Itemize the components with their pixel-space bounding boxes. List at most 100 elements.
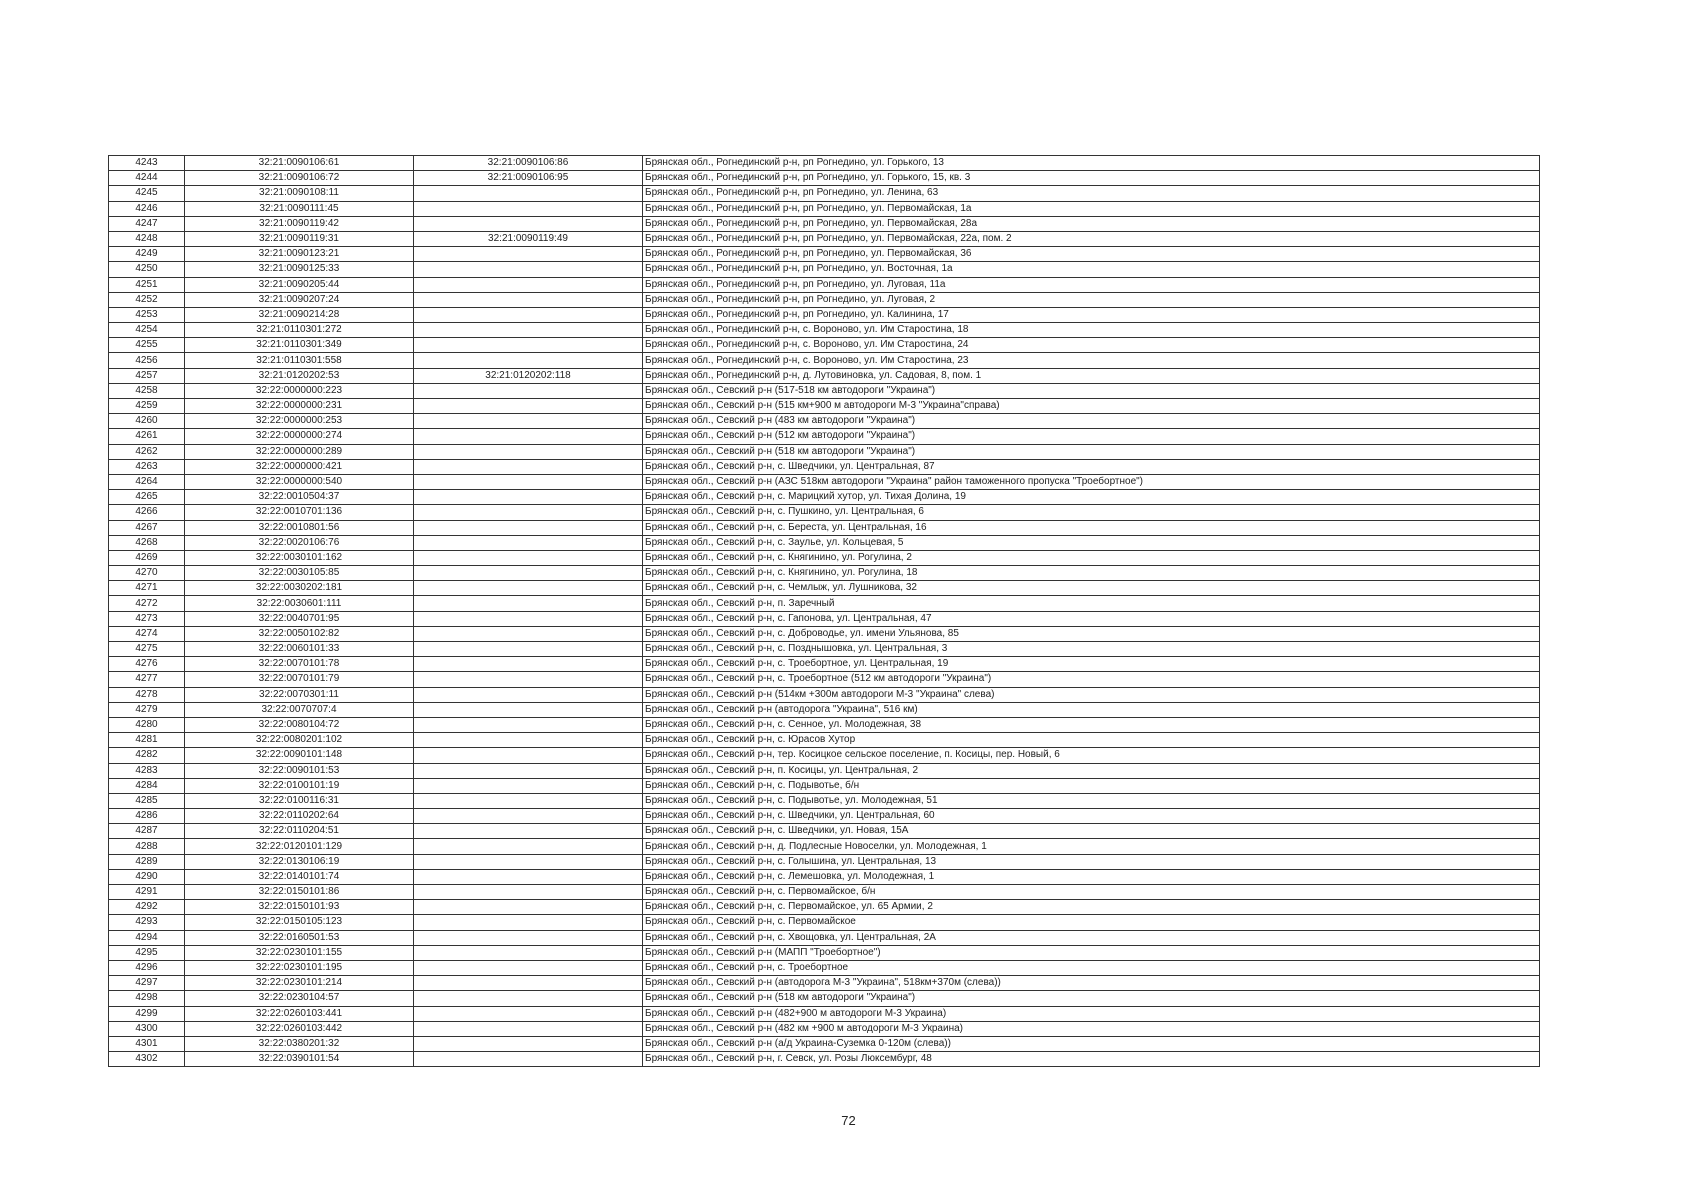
table-row: 4289 32:22:0130106:19 Брянская обл., Севск… [108, 853, 1540, 870]
cadastral-number-cell: 32:22:0230101:214 [184, 975, 414, 992]
related-cadastral-number-cell [413, 625, 643, 643]
cadastral-number-cell: 32:22:0260103:442 [184, 1020, 414, 1037]
row-number-cell: 4300 [108, 1020, 185, 1037]
row-number-cell: 4289 [108, 853, 185, 870]
row-number-cell: 4249 [108, 246, 185, 263]
related-cadastral-number-cell [413, 352, 643, 369]
row-number-cell: 4260 [108, 413, 185, 430]
table-row: 4288 32:22:0120101:129 Брянская обл., Севс… [108, 838, 1540, 855]
row-number-cell: 4274 [108, 625, 185, 643]
cadastral-number-cell: 32:22:0260103:441 [184, 1005, 414, 1022]
cadastral-number-cell: 32:22:0030202:181 [184, 580, 414, 597]
address-cell: Брянская обл., Севский р-н (512 км автод… [642, 428, 1540, 445]
cadastral-number-cell: 32:21:0090205:44 [184, 276, 414, 293]
related-cadastral-number-cell [413, 1005, 643, 1022]
related-cadastral-number-cell [413, 656, 643, 673]
address-cell: Брянская обл., Севский р-н (а/д Украина-… [642, 1035, 1540, 1053]
table-row: 4250 32:21:0090125:33 Брянская обл., Рогне… [108, 261, 1540, 278]
row-number-cell: 4301 [108, 1035, 185, 1053]
table-row: 4301 32:22:0380201:32 Брянская обл., Севск… [108, 1035, 1540, 1053]
related-cadastral-number-cell [413, 762, 643, 779]
address-cell: Брянская обл., Рогнединский р-н, рп Рогн… [642, 306, 1540, 324]
cadastral-number-cell: 32:21:0110301:272 [184, 322, 414, 339]
table-row: 4264 32:22:0000000:540 Брянская обл., Севс… [108, 473, 1540, 491]
related-cadastral-number-cell [413, 580, 643, 597]
cadastral-number-cell: 32:21:0090111:45 [184, 200, 414, 217]
row-number-cell: 4259 [108, 397, 185, 415]
related-cadastral-number-cell: 32:21:0090119:49 [413, 230, 643, 248]
table-row: 4273 32:22:0040701:95 Брянская обл., Севск… [108, 610, 1540, 627]
related-cadastral-number-cell [413, 959, 643, 977]
table-row: 4249 32:21:0090123:21 Брянская обл., Рогне… [108, 246, 1540, 263]
address-cell: Брянская обл., Рогнединский р-н, рп Рогн… [642, 261, 1540, 278]
related-cadastral-number-cell [413, 185, 643, 202]
row-number-cell: 4257 [108, 367, 185, 384]
related-cadastral-number-cell [413, 899, 643, 916]
table-row: 4257 32:21:0120202:53 32:21:0120202:118 Бря… [108, 367, 1540, 384]
related-cadastral-number-cell [413, 489, 643, 506]
address-cell: Брянская обл., Севский р-н (автодорога М… [642, 975, 1540, 992]
address-cell: Брянская обл., Севский р-н, с. Доброводь… [642, 625, 1540, 643]
table-row: 4283 32:22:0090101:53 Брянская обл., Севск… [108, 762, 1540, 779]
cadastral-number-cell: 32:22:0100101:19 [184, 777, 414, 794]
cadastral-number-cell: 32:21:0090123:21 [184, 246, 414, 263]
table-row: 4256 32:21:0110301:558 Брянская обл., Рогн… [108, 352, 1540, 369]
related-cadastral-number-cell [413, 1035, 643, 1053]
related-cadastral-number-cell [413, 246, 643, 263]
cadastral-number-cell: 32:22:0230101:195 [184, 959, 414, 977]
related-cadastral-number-cell: 32:21:0120202:118 [413, 367, 643, 384]
cadastral-number-cell: 32:22:0150105:123 [184, 914, 414, 931]
cadastral-number-cell: 32:22:0070301:11 [184, 686, 414, 703]
related-cadastral-number-cell [413, 716, 643, 734]
page-number: 72 [841, 1113, 856, 1128]
table-row: 4270 32:22:0030105:85 Брянская обл., Севск… [108, 565, 1540, 582]
row-number-cell: 4243 [108, 154, 185, 172]
cadastral-number-cell: 32:22:0100116:31 [184, 792, 414, 810]
cadastral-number-cell: 32:21:0090207:24 [184, 291, 414, 308]
table-row: 4290 32:22:0140101:74 Брянская обл., Севск… [108, 868, 1540, 886]
cadastral-number-cell: 32:22:0090101:53 [184, 762, 414, 779]
row-number-cell: 4261 [108, 428, 185, 445]
address-cell: Брянская обл., Рогнединский р-н, рп Рогн… [642, 215, 1540, 232]
row-number-cell: 4250 [108, 261, 185, 278]
related-cadastral-number-cell [413, 306, 643, 324]
related-cadastral-number-cell [413, 853, 643, 870]
cadastral-number-cell: 32:21:0090108:11 [184, 185, 414, 202]
cadastral-number-cell: 32:22:0110204:51 [184, 823, 414, 840]
table-row: 4299 32:22:0260103:441 Брянская обл., Севс… [108, 1005, 1540, 1022]
row-number-cell: 4286 [108, 808, 185, 825]
table-row: 4259 32:22:0000000:231 Брянская обл., Севс… [108, 397, 1540, 415]
table-row: 4278 32:22:0070301:11 Брянская обл., Севск… [108, 686, 1540, 703]
related-cadastral-number-cell [413, 519, 643, 536]
table-row: 4293 32:22:0150105:123 Брянская обл., Севс… [108, 914, 1540, 931]
cadastral-number-cell: 32:21:0090214:28 [184, 306, 414, 324]
cadastral-number-cell: 32:22:0030601:111 [184, 595, 414, 612]
cadastral-number-cell: 32:22:0090101:148 [184, 747, 414, 764]
row-number-cell: 4295 [108, 944, 185, 961]
address-cell: Брянская обл., Севский р-н, с. Шведчики,… [642, 823, 1540, 840]
address-cell: Брянская обл., Севский р-н, с. Княгинино… [642, 565, 1540, 582]
related-cadastral-number-cell [413, 823, 643, 840]
table-row: 4274 32:22:0050102:82 Брянская обл., Севск… [108, 625, 1540, 643]
row-number-cell: 4262 [108, 443, 185, 460]
cadastral-number-cell: 32:22:0000000:421 [184, 458, 414, 475]
row-number-cell: 4256 [108, 352, 185, 369]
table-row: 4253 32:21:0090214:28 Брянская обл., Рогне… [108, 306, 1540, 324]
address-cell: Брянская обл., Рогнединский р-н, с. Воро… [642, 337, 1540, 354]
address-cell: Брянская обл., Севский р-н, с. Заулье, у… [642, 534, 1540, 551]
cadastral-number-cell: 32:22:0060101:33 [184, 640, 414, 658]
cadastral-number-cell: 32:22:0230101:155 [184, 944, 414, 961]
address-cell: Брянская обл., Рогнединский р-н, рп Рогн… [642, 170, 1540, 187]
cadastral-number-cell: 32:22:0020106:76 [184, 534, 414, 551]
table-row: 4269 32:22:0030101:162 Брянская обл., Севс… [108, 549, 1540, 567]
row-number-cell: 4267 [108, 519, 185, 536]
row-number-cell: 4255 [108, 337, 185, 354]
row-number-cell: 4273 [108, 610, 185, 627]
row-number-cell: 4291 [108, 883, 185, 901]
related-cadastral-number-cell [413, 610, 643, 627]
related-cadastral-number-cell [413, 291, 643, 308]
row-number-cell: 4251 [108, 276, 185, 293]
address-cell: Брянская обл., Севский р-н, с. Княгинино… [642, 549, 1540, 567]
address-cell: Брянская обл., Рогнединский р-н, рп Рогн… [642, 276, 1540, 293]
related-cadastral-number-cell [413, 868, 643, 886]
